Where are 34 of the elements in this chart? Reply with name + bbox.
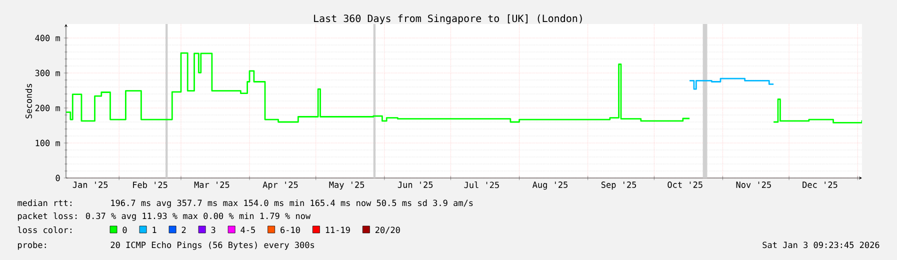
x-tick-label: Aug '25 <box>532 182 568 190</box>
text: probe: <box>18 242 46 250</box>
x-tick-label: Feb '25 <box>133 182 168 188</box>
y-tick-label: 400 m <box>35 34 60 42</box>
legend-label: 3 <box>211 226 216 234</box>
legend-label: 4-5 <box>240 226 255 234</box>
x-tick-label: Sep '25 <box>601 182 636 190</box>
text: Sat Jan 3 09:23:45 2026 <box>762 242 880 248</box>
legend-title: loss color: <box>18 226 72 234</box>
text: median rtt: <box>18 200 72 206</box>
x-tick-label: Dec '25 <box>802 182 838 188</box>
y-tick-label: 300 m <box>35 70 60 76</box>
text: 196.7 ms avg 357.7 ms max 154.0 ms min 165.4 ms now 50.5 ms sd 3.9 am/s <box>111 200 473 208</box>
legend-label: 1 <box>152 226 156 233</box>
legend-label: 20/20 <box>376 226 400 234</box>
x-tick-label: Oct '25 <box>668 182 702 188</box>
text: 20 ICMP Echo Pings (56 Bytes) every 300s <box>110 242 314 250</box>
y-tick-label: 200 m <box>35 104 60 112</box>
x-tick-label: Mar '25 <box>194 182 230 188</box>
legend-label: 0 <box>122 226 127 234</box>
y-tick-label: 0 <box>56 174 60 182</box>
x-tick-label: Jul '25 <box>464 182 499 188</box>
y-tick-label: 100 m <box>36 140 60 146</box>
y-axis-title: Seconds <box>25 84 32 118</box>
x-tick-label: Nov '25 <box>736 182 771 188</box>
legend-label: 2 <box>182 226 186 233</box>
legend-label: 6-10 <box>280 226 300 234</box>
x-tick-label: Apr '25 <box>262 182 298 190</box>
legend-label: 11-19 <box>326 226 350 234</box>
text: packet loss: 0.37 % avg 11.93 % max 0.00 % min 1.79 % now <box>18 212 311 221</box>
x-tick-label: Jun '25 <box>398 182 433 188</box>
x-tick-label: May '25 <box>329 182 364 190</box>
chart-title: Last 360 Days from Singapore to [UK] (London) <box>314 14 582 24</box>
x-tick-label: Jan '25 <box>72 182 108 188</box>
